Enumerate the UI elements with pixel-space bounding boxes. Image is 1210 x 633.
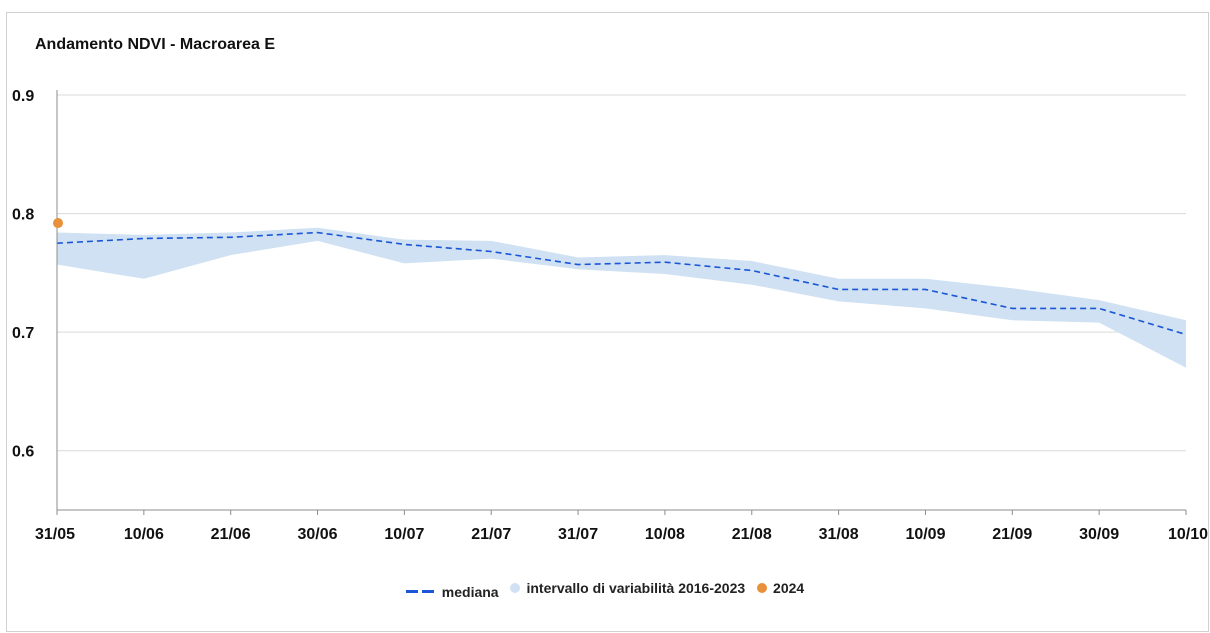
y-tick-label: 0.8 [12,207,34,224]
legend-band-swatch-icon [510,583,521,593]
point-layer [53,218,63,229]
variability-band [57,227,1186,368]
legend-item-band[interactable]: intervallo di variabilità 2016-2023 [510,580,745,596]
x-tick-label: 10/06 [124,526,164,543]
x-tick-label: 21/06 [211,526,251,543]
chart-frame [6,12,1209,632]
x-tick-label: 30/06 [298,526,338,543]
x-tick-label: 10/07 [384,526,424,543]
chart-title: Andamento NDVI - Macroarea E [35,36,276,53]
y-tick-label: 0.6 [12,444,34,461]
band-layer [57,227,1186,368]
y-tick-label: 0.7 [12,325,34,342]
legend-2024-swatch-icon [757,583,768,593]
x-tick-label: 21/09 [992,526,1032,543]
x-tick-label: 21/08 [732,526,772,543]
x-tick-label: 10/09 [905,526,945,543]
point-2024 [53,218,63,229]
x-tick-label: 31/07 [558,526,598,543]
x-tick-label: 31/05 [35,526,75,543]
x-tick-label: 30/09 [1079,526,1119,543]
legend-dash-icon [405,590,434,593]
axis-layer: 0.6 0.7 0.8 0.9 31/05 10/06 21/06 30/06 10/07 21/… [12,88,1208,543]
legend-label-2024: 2024 [773,580,805,596]
grid-layer [57,94,1186,452]
x-tick-label: 10/10 [1168,526,1208,543]
legend: mediana intervallo di variabilità 2016-2… [0,580,1210,600]
y-tick-label: 0.9 [12,88,34,105]
legend-label-median: mediana [441,583,499,600]
x-tick-label: 10/08 [645,526,685,543]
legend-item-2024[interactable]: 2024 [757,580,804,596]
x-tick-label: 21/07 [471,526,511,543]
legend-label-band: intervallo di variabilità 2016-2023 [526,580,746,596]
x-tick-label: 31/08 [819,526,859,543]
legend-item-median[interactable]: mediana [405,583,499,600]
